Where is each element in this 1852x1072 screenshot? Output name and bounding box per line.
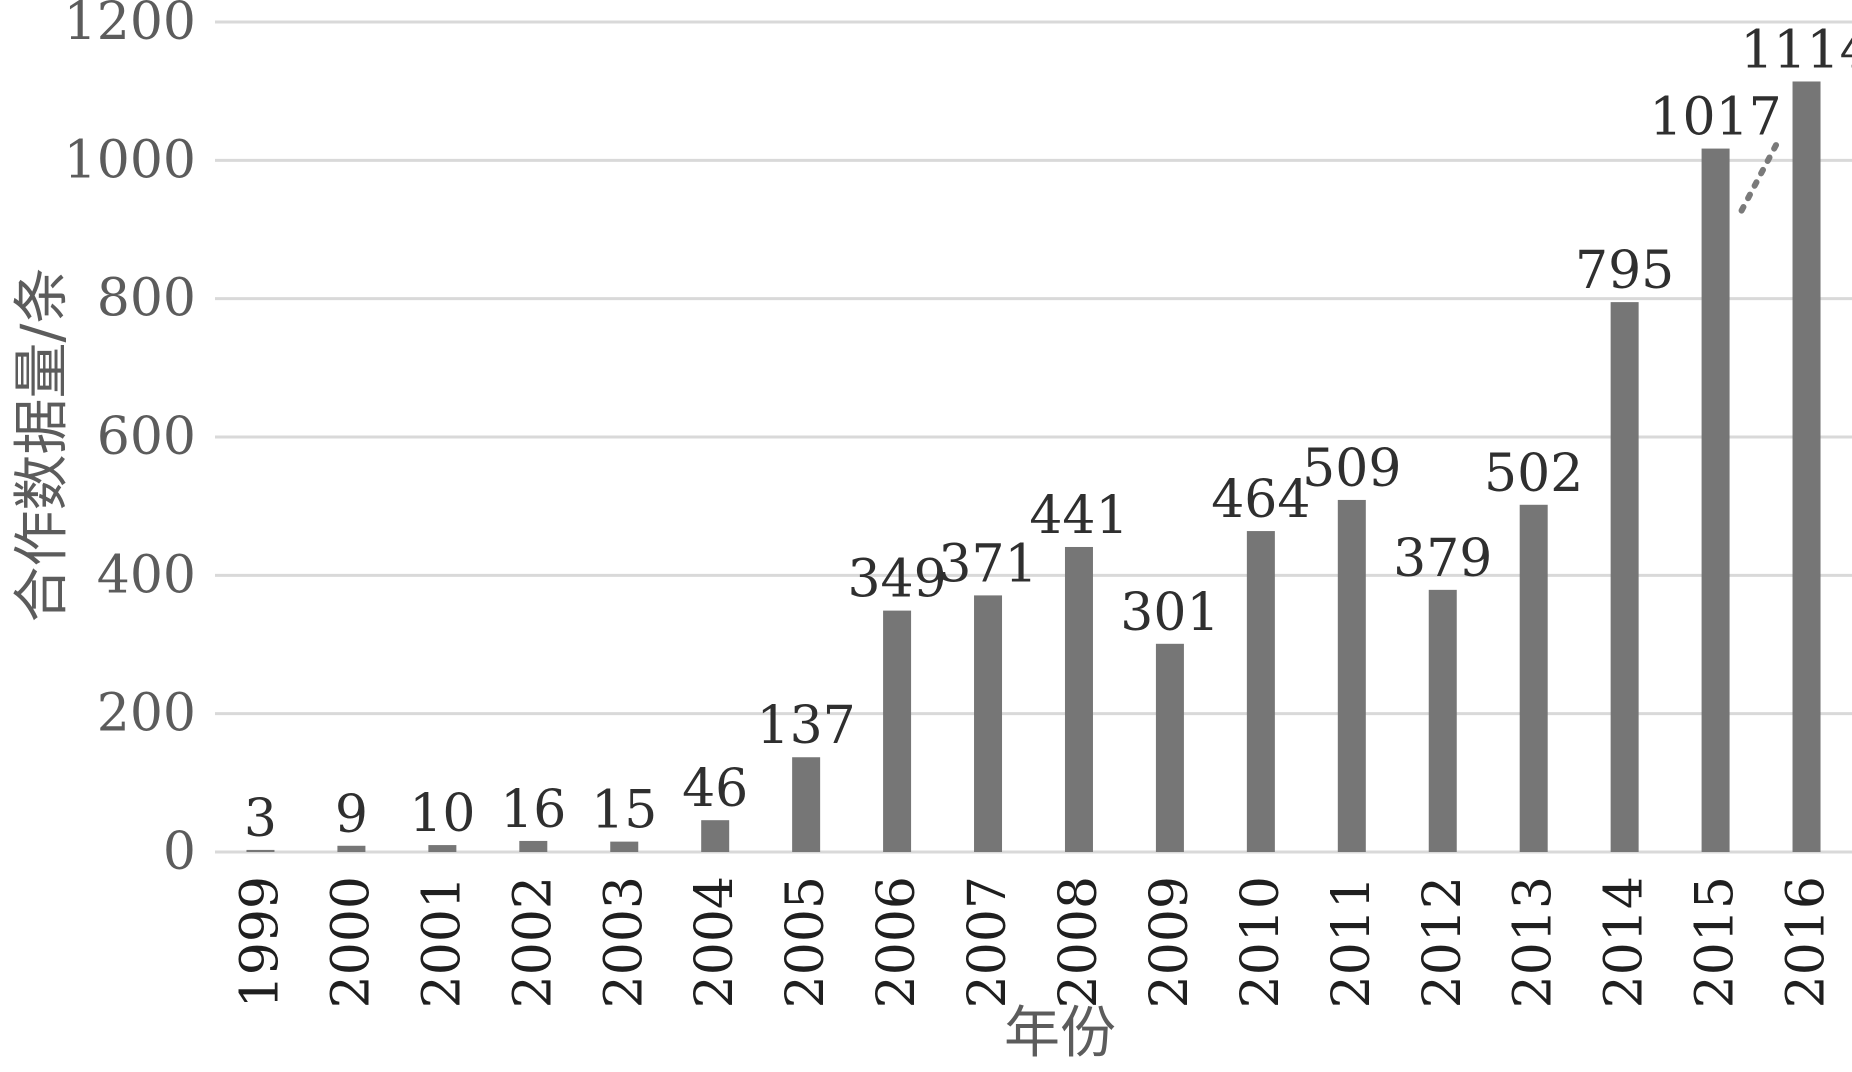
bar-2016 [1792,81,1821,852]
x-tick-label-2014: 2014 [1595,876,1655,1008]
y-axis-title: 合作数据量/条 [10,268,75,623]
gridlines [215,20,1852,854]
bar-2002 [519,840,548,852]
data-label-2014: 795 [1575,241,1674,301]
data-label-2013: 502 [1484,444,1583,504]
x-tick-label-2007: 2007 [958,876,1018,1008]
bar-2013 [1519,504,1548,852]
x-tick-label-2008: 2008 [1049,876,1109,1008]
x-axis-ticks: 1999 2000 2001 2002 2003 2004 2005 2006 2007 2008… [230,876,1836,1008]
bar-2000 [337,845,366,852]
bar-2010 [1246,531,1275,852]
x-tick-label-2013: 2013 [1504,876,1564,1008]
bar-1999 [246,849,275,852]
dotted-trend-line [1738,133,1784,214]
data-label-2010: 464 [1211,470,1310,530]
data-label-2005: 137 [757,696,856,756]
y-tick-label: 400 [97,545,196,605]
y-tick-label: 600 [97,407,196,467]
data-label-2001: 10 [409,784,475,844]
bar-2005 [792,757,821,852]
x-tick-label-2001: 2001 [412,876,472,1008]
x-tick-label-2004: 2004 [685,876,745,1008]
bar-2015 [1701,148,1730,852]
data-label-2004: 46 [682,759,748,819]
bar-2007 [974,595,1003,852]
data-label-2006: 349 [847,550,946,610]
x-tick-label-2003: 2003 [594,876,654,1008]
annotations [1738,133,1784,214]
data-label-2008: 441 [1029,486,1128,546]
y-axis-ticks: 0 200 400 600 800 1000 1200 [64,0,196,882]
bar-2012 [1428,589,1457,852]
bars [246,81,1821,852]
x-tick-label-2009: 2009 [1140,876,1200,1008]
bar-2003 [610,841,639,852]
x-tick-label-2012: 2012 [1413,876,1473,1008]
x-axis-title: 年份 [1004,1001,1116,1066]
bar-2011 [1337,499,1366,852]
y-tick-label: 0 [163,822,196,882]
data-label-2012: 379 [1393,529,1492,589]
bar-2001 [428,845,457,852]
bar-2014 [1610,302,1639,852]
x-tick-label-2016: 2016 [1777,876,1837,1008]
x-tick-label-2011: 2011 [1322,876,1382,1008]
x-tick-label-1999: 1999 [230,876,290,1008]
bar-2008 [1064,546,1093,852]
data-label-2016: 1114 [1740,20,1852,80]
data-label-2003: 15 [591,781,657,841]
bar-2006 [883,610,912,852]
x-tick-label-2006: 2006 [867,876,927,1008]
bar-2004 [701,820,730,852]
y-tick-label: 200 [97,684,196,744]
data-label-1999: 3 [244,789,277,849]
data-label-2000: 9 [335,785,368,845]
y-tick-label: 1200 [64,0,196,52]
y-tick-label: 800 [97,269,196,329]
x-tick-label-2002: 2002 [503,876,563,1008]
data-label-2002: 16 [500,780,566,840]
data-label-2011: 509 [1302,439,1401,499]
y-tick-label: 1000 [64,130,196,190]
x-tick-label-2015: 2015 [1686,876,1746,1008]
x-tick-label-2005: 2005 [776,876,836,1008]
data-label-2009: 301 [1120,583,1219,643]
data-label-2007: 371 [938,534,1037,594]
x-tick-label-2010: 2010 [1231,876,1291,1008]
bar-2009 [1155,643,1184,852]
x-tick-label-2000: 2000 [321,876,381,1008]
data-label-2015: 1017 [1649,88,1781,148]
